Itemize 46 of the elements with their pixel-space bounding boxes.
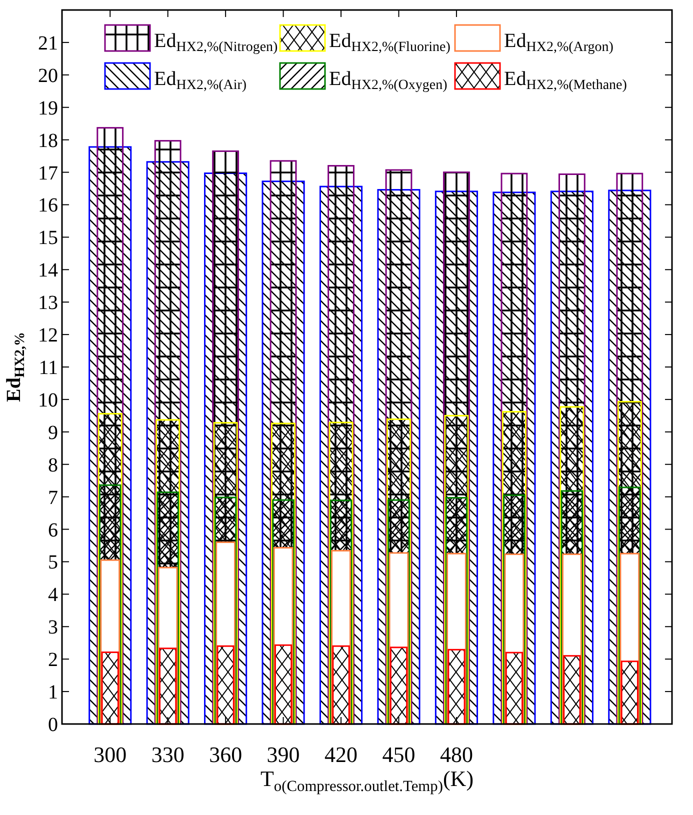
bar bbox=[159, 648, 177, 725]
x-tick-label: 390 bbox=[266, 742, 300, 767]
bar bbox=[101, 652, 119, 725]
y-tick-label: 10 bbox=[38, 389, 58, 412]
bar bbox=[563, 655, 581, 725]
y-tick-label: 19 bbox=[38, 97, 58, 120]
legend-label: Ed$_{HX2,%(Fluorine)}$ bbox=[329, 30, 451, 56]
y-tick-label: 14 bbox=[38, 260, 58, 282]
y-tick-label: 11 bbox=[38, 357, 58, 379]
legend-label: Ed$_{HX2,%(Nitrogen)}$ bbox=[154, 30, 278, 56]
bar bbox=[620, 660, 638, 725]
y-tick-label: 4 bbox=[48, 584, 58, 606]
y-tick-label: 8 bbox=[48, 454, 58, 476]
y-tick-label: 9 bbox=[48, 422, 58, 444]
y-tick-label: 7 bbox=[48, 486, 58, 509]
bar bbox=[448, 648, 466, 725]
x-tick-label: 480 bbox=[440, 742, 473, 767]
y-tick-label: 13 bbox=[38, 292, 58, 314]
x-tick-label: 450 bbox=[382, 742, 416, 767]
y-tick-label: 12 bbox=[38, 324, 58, 347]
x-tick-label: 300 bbox=[94, 742, 127, 767]
y-tick-label: 20 bbox=[38, 64, 58, 87]
legend-label: Ed$_{HX2,%(Oxygen)}$ bbox=[329, 68, 448, 94]
x-tick-label: 330 bbox=[151, 742, 184, 767]
legend-label: Ed$_{HX2,%(Air)}$ bbox=[154, 68, 247, 94]
legend-label: Ed$_{HX2,%(Argon)}$ bbox=[504, 30, 614, 56]
y-tick-label: 18 bbox=[38, 130, 58, 152]
y-tick-label: 3 bbox=[48, 616, 58, 639]
y-tick-label: 15 bbox=[38, 227, 58, 250]
y-tick-label: 6 bbox=[48, 519, 58, 542]
y-tick-label: 5 bbox=[48, 552, 58, 574]
y-tick-label: 17 bbox=[38, 162, 58, 184]
legend-label: Ed$_{HX2,%(Methane)}$ bbox=[504, 68, 628, 94]
bar bbox=[390, 646, 408, 725]
bar bbox=[332, 645, 350, 725]
bar bbox=[216, 645, 234, 725]
y-tick-label: 16 bbox=[38, 194, 58, 217]
bar bbox=[505, 652, 524, 725]
y-tick-label: 0 bbox=[48, 714, 58, 736]
y-tick-label: 1 bbox=[48, 682, 58, 704]
y-tick-label: 21 bbox=[38, 32, 58, 54]
x-axis-title: T$_{o(Compressor.outlet.Temp)}$(K) bbox=[260, 766, 474, 794]
x-tick-label: 420 bbox=[324, 742, 358, 767]
bar bbox=[274, 644, 292, 725]
y-tick-label: 2 bbox=[48, 649, 58, 672]
x-tick-label: 360 bbox=[209, 742, 242, 767]
